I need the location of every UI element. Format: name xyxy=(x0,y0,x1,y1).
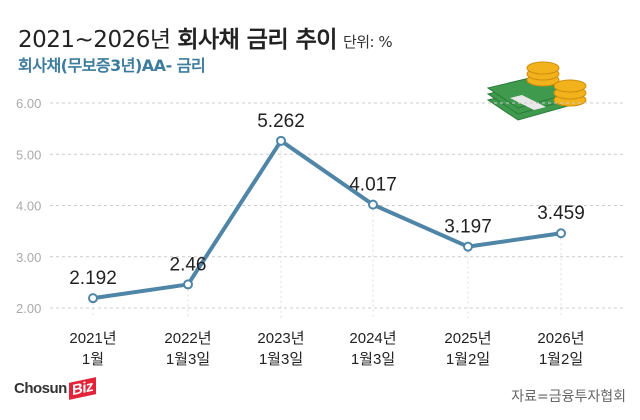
x-tick-label: 2026년 xyxy=(537,330,584,347)
data-point xyxy=(183,279,193,290)
y-tick-label: 2.00 xyxy=(16,301,41,316)
data-label: 3.459 xyxy=(537,203,585,224)
data-point xyxy=(556,228,566,239)
source-note: 자료=금융투자협회 xyxy=(511,389,626,405)
x-tick-label: 1월 xyxy=(82,351,104,368)
x-tick-label: 1월3일 xyxy=(351,351,395,368)
data-label: 5.262 xyxy=(257,111,305,132)
title-main: 회사채 금리 추이 xyxy=(177,27,337,53)
x-tick-label: 1월2일 xyxy=(446,351,490,368)
x-tick-label: 2024년 xyxy=(349,330,396,347)
chosunbiz-logo: Chosun Biz xyxy=(14,377,96,400)
chart-title: 2021~2026년 회사채 금리 추이 단위: % xyxy=(18,20,393,54)
data-label: 3.197 xyxy=(444,217,492,238)
title-years: 2021~2026년 xyxy=(18,27,171,53)
data-point xyxy=(88,293,98,304)
x-tick-label: 1월3일 xyxy=(166,351,210,368)
x-tick-label: 1월2일 xyxy=(539,351,583,368)
data-point xyxy=(368,199,378,210)
money-illustration xyxy=(486,61,587,121)
y-tick-label: 4.00 xyxy=(16,199,41,214)
data-label: 2.192 xyxy=(69,268,117,289)
series-line xyxy=(92,138,562,301)
subtitle: 회사채(무보증3년)AA- 금리 xyxy=(18,56,206,75)
x-tick-label: 2021년 xyxy=(69,330,116,347)
data-point xyxy=(276,135,286,146)
x-tick-label: 2022년 xyxy=(164,330,211,347)
x-tick-label: 2025년 xyxy=(444,330,491,347)
y-tick-label: 3.00 xyxy=(16,250,41,265)
data-label: 2.46 xyxy=(170,254,207,275)
unit-label: 단위: % xyxy=(342,33,393,51)
x-tick-label: 2023년 xyxy=(257,330,304,347)
data-label: 4.017 xyxy=(349,175,397,196)
y-tick-label: 6.00 xyxy=(16,96,41,111)
data-point xyxy=(463,241,473,252)
x-tick-label: 1월3일 xyxy=(259,351,303,368)
y-tick-label: 5.00 xyxy=(16,147,41,162)
